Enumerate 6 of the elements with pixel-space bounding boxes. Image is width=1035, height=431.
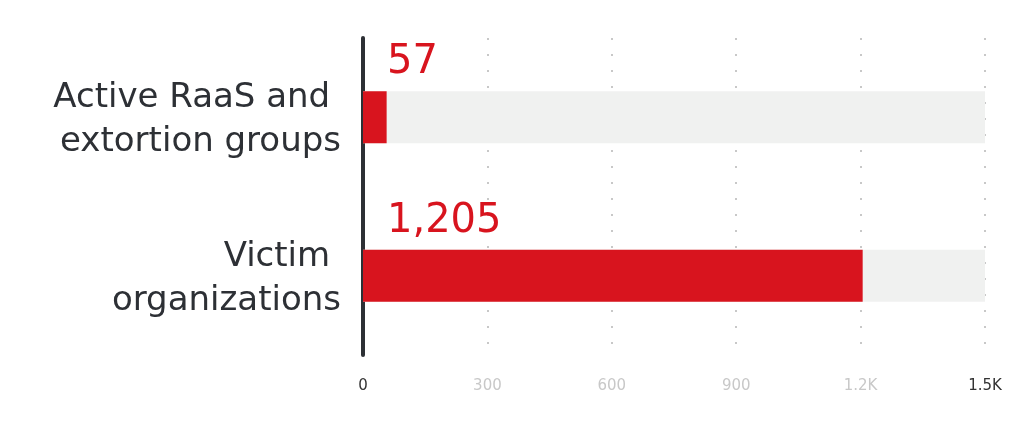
data-label: 1,205 xyxy=(387,194,502,241)
x-tick-label: 0 xyxy=(358,375,368,394)
data-label: 57 xyxy=(387,36,438,83)
x-tick-label: 1.5K xyxy=(968,375,1003,394)
y-tick-label: Active RaaS and extortion groups xyxy=(53,75,341,160)
y-tick-label: Victim organizations xyxy=(111,233,341,318)
